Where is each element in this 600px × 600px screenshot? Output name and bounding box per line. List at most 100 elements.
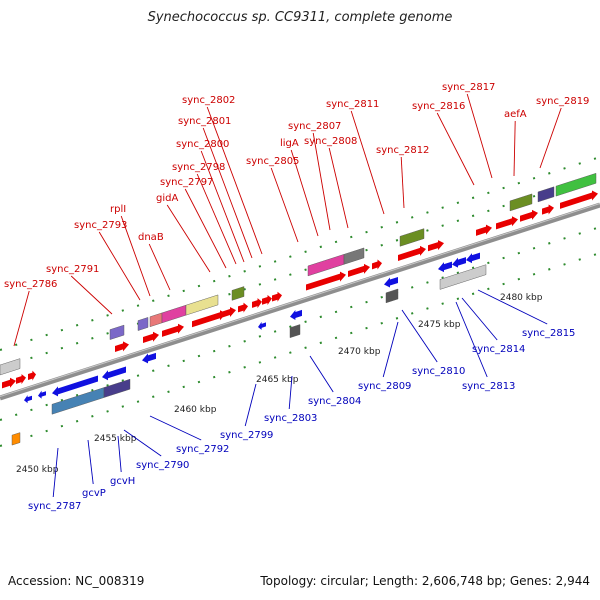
gene-feature [289,324,301,338]
leader-line [270,167,299,243]
gene-label-sync_2809: sync_2809 [358,381,411,392]
leader-line [328,147,349,229]
gene-label-sync_2790: sync_2790 [136,460,189,471]
leader-line [290,149,319,237]
gene-feature [262,294,272,305]
leader-line [477,289,548,325]
leader-line [120,215,151,297]
gene-feature [343,247,365,265]
gene-label-sync_2804: sync_2804 [308,396,361,407]
gene-feature [103,378,131,398]
gene-arrow [252,298,262,309]
gene-label-sync_2808: sync_2808 [304,136,357,147]
gene-label-sync_2802: sync_2802 [182,95,235,106]
leader-line [184,188,227,269]
gene-feature [0,358,21,376]
leader-line [461,297,498,341]
gene-arrow [115,341,129,353]
gene-label-sync_2797: sync_2797 [160,177,213,188]
gene-box [109,324,125,340]
gene-box [343,247,365,265]
tick-label: 2460 kbp [174,405,217,415]
gene-box [509,193,533,212]
gene-arrow [52,375,98,397]
gene-box [555,173,597,197]
gene-label-sync_2801: sync_2801 [178,116,231,127]
gene-label-sync_2798: sync_2798 [172,162,225,173]
gene-arrow [560,190,598,209]
gene-box [161,304,187,324]
leader-line [196,173,237,265]
gene-label-aefA: aefA [504,109,527,120]
gene-feature [38,390,46,399]
leader-line [513,120,516,177]
gene-feature [231,286,245,301]
kbp-ticks: 2450 kbp 2455 kbp 2460 kbp 2465 kbp 2470 kbp… [16,293,543,475]
gene-arrow [466,252,480,264]
tick-label: 2475 kbp [418,320,461,330]
gene-label-sync_2816: sync_2816 [412,101,465,112]
gene-arrow [2,377,16,389]
gene-feature [222,307,236,318]
gene-arrow [290,309,302,320]
leader-line [52,447,59,498]
gene-label-sync_2810: sync_2810 [412,366,465,377]
gene-arrow [16,374,26,385]
gene-feature [149,312,163,328]
gene-label-sync_2792: sync_2792 [176,444,229,455]
gene-label-sync_2815: sync_2815 [522,328,575,339]
gene-box [439,264,487,290]
gene-labels: sync_2786 sync_2791 sync_2793 rplI dnaB gidA s… [4,82,589,512]
gene-box [231,286,245,301]
tick-label: 2480 kbp [500,293,543,303]
leader-line [123,429,162,457]
gene-feature [496,216,518,230]
leader-line [400,156,405,209]
gene-feature [537,186,555,203]
gene-arrow [452,257,466,268]
gene-arrow [143,331,159,343]
gene-arrow [142,352,156,364]
gene-feature [192,310,226,328]
gene-label-ligA: ligA [280,138,299,149]
gene-box [137,317,149,331]
gene-label-sync_2814: sync_2814 [472,344,525,355]
gene-feature [52,375,98,397]
leader-line [87,439,94,485]
gene-box [289,324,301,338]
leader-line [206,106,263,255]
gene-feature [307,254,345,277]
genome-summary: Topology: circular; Length: 2,606,748 bp… [260,574,590,588]
gene-feature [520,209,538,222]
gene-feature [476,224,492,236]
leader-line [70,275,113,315]
gene-box [385,288,399,304]
gene-feature [162,323,184,337]
gene-feature [238,302,248,313]
accession-text: Accession: NC_008319 [8,574,145,588]
gene-arrow [348,263,370,278]
leader-line [200,150,245,263]
gene-feature [28,370,36,381]
leader-line [288,375,293,410]
gene-label-gcvP: gcvP [82,488,106,499]
leader-line [149,415,202,441]
gene-feature [290,309,302,320]
gene-feature [161,304,187,324]
gene-feature [2,377,16,389]
gene-label-sync_2803: sync_2803 [264,413,317,424]
leader-line [466,93,493,179]
leader-line [98,231,141,301]
gene-box [0,358,21,376]
leader-line [117,435,122,473]
gene-arrow [384,276,398,288]
gene-feature [306,271,346,291]
gene-arrow [542,204,554,215]
gene-feature [560,190,598,209]
gene-box [307,254,345,277]
leader-line [202,127,253,259]
leader-line [382,321,399,378]
leader-line [148,243,171,291]
leader-line [13,290,30,347]
